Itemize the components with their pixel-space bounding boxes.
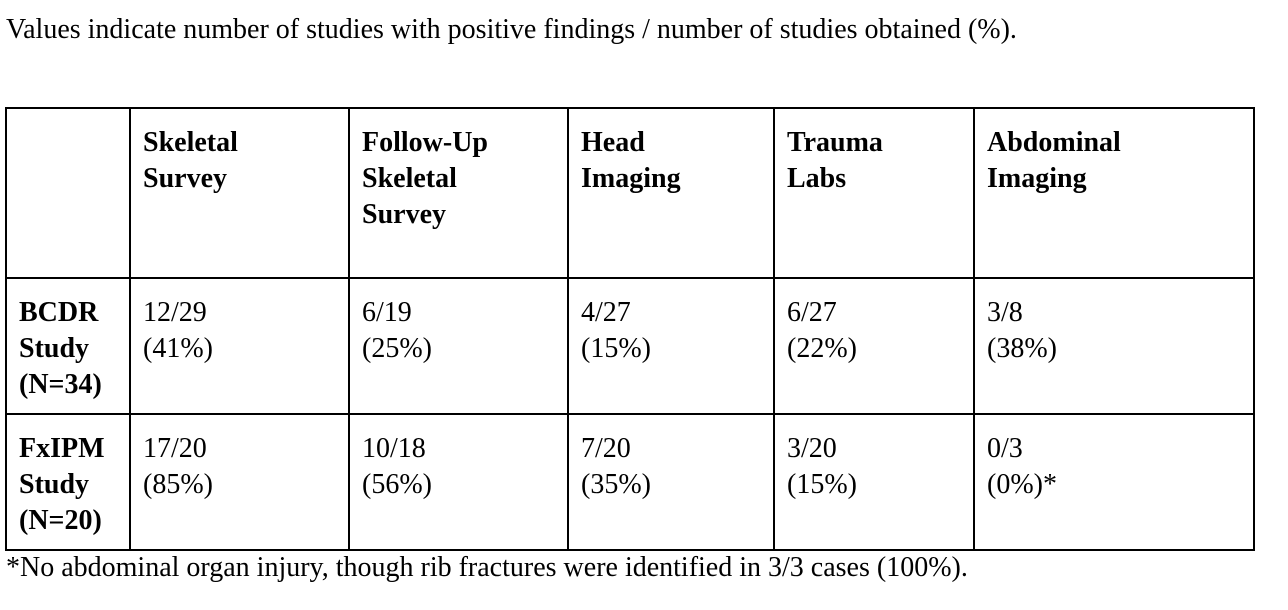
table-row-fxipm-study: FxIPM Study (N=20) 17/20 (85%) 10/18 (56… (5, 413, 1255, 551)
cell-fxipm-trauma-labs: 3/20 (15%) (773, 413, 975, 551)
table-caption: Values indicate number of studies with p… (6, 14, 1017, 45)
findings-table: Skeletal Survey Follow-Up Skeletal Surve… (5, 107, 1255, 551)
cell-bcdr-head-imaging: 4/27 (15%) (567, 277, 775, 415)
row-header-bcdr-study: BCDR Study (N=34) (5, 277, 131, 415)
row-header-fxipm-study: FxIPM Study (N=20) (5, 413, 131, 551)
column-header-trauma-labs: Trauma Labs (773, 107, 975, 279)
table-footnote: *No abdominal organ injury, though rib f… (6, 552, 968, 583)
cell-bcdr-trauma-labs: 6/27 (22%) (773, 277, 975, 415)
cell-fxipm-head-imaging: 7/20 (35%) (567, 413, 775, 551)
cell-bcdr-follow-up-skeletal-survey: 6/19 (25%) (348, 277, 569, 415)
cell-fxipm-abdominal-imaging: 0/3 (0%)* (973, 413, 1255, 551)
corner-cell (5, 107, 131, 279)
header-row: Skeletal Survey Follow-Up Skeletal Surve… (5, 107, 1255, 279)
table-row-bcdr-study: BCDR Study (N=34) 12/29 (41%) 6/19 (25%)… (5, 277, 1255, 415)
column-header-head-imaging: Head Imaging (567, 107, 775, 279)
column-header-abdominal-imaging: Abdominal Imaging (973, 107, 1255, 279)
cell-fxipm-follow-up-skeletal-survey: 10/18 (56%) (348, 413, 569, 551)
column-header-follow-up-skeletal-survey: Follow-Up Skeletal Survey (348, 107, 569, 279)
cell-fxipm-skeletal-survey: 17/20 (85%) (129, 413, 350, 551)
column-header-skeletal-survey: Skeletal Survey (129, 107, 350, 279)
cell-bcdr-skeletal-survey: 12/29 (41%) (129, 277, 350, 415)
cell-bcdr-abdominal-imaging: 3/8 (38%) (973, 277, 1255, 415)
